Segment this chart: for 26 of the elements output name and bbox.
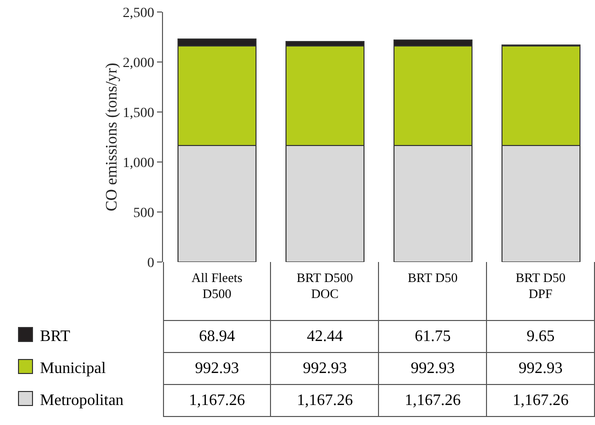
y-tick-label: 1,000 [122,156,154,171]
data-label: 42.44 [270,320,379,352]
y-tick-label: 2,000 [122,56,154,71]
y-tick-label: 500 [133,206,154,221]
data-label: 68.94 [163,320,271,352]
y-axis-title: CO emissions (tons/yr) [104,62,121,212]
x-tick-label: All Fleets D500 [163,262,271,320]
data-label: 61.75 [378,320,487,352]
legend-label: Metropolitan [0,384,163,416]
y-tick-label: 1,500 [122,106,154,121]
data-label: 9.65 [486,320,594,352]
x-tick-label: BRT D50 [378,262,487,320]
data-label: 1,167.26 [378,384,487,416]
x-tick-label: BRT D500 DOC [270,262,379,320]
y-tick-label: 0 [147,256,154,271]
data-label: 992.93 [163,352,271,384]
y-tick-label: 2,500 [122,6,154,21]
data-label: 992.93 [378,352,487,384]
data-label: 1,167.26 [486,384,594,416]
legend-label: BRT [0,320,163,352]
data-label: 992.93 [270,352,379,384]
data-label: 992.93 [486,352,594,384]
x-tick-label: BRT D50 DPF [486,262,594,320]
legend-label: Municipal [0,352,163,384]
data-label: 1,167.26 [163,384,271,416]
data-label: 1,167.26 [270,384,379,416]
